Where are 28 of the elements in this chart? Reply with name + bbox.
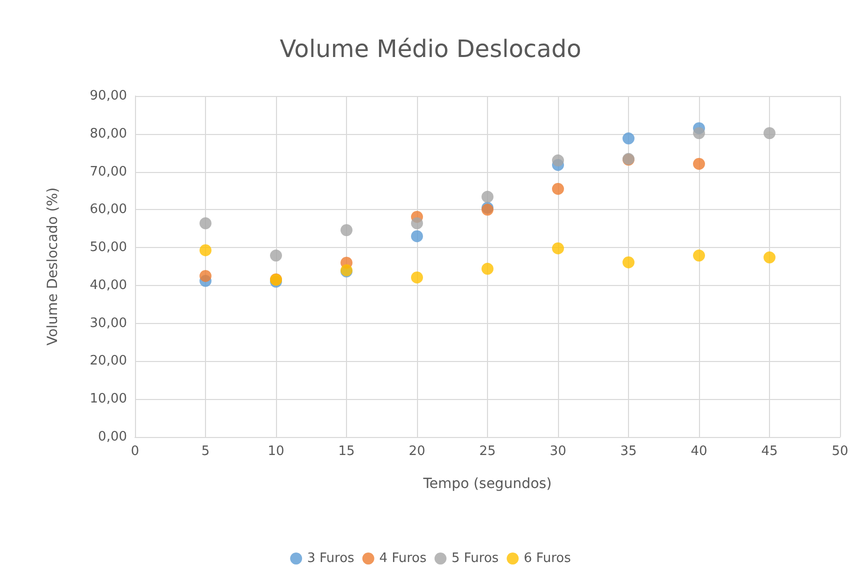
y-tick-label: 10,00 [90,392,127,407]
x-tick-label: 30 [550,444,566,459]
y-tick-label: 90,00 [90,88,127,104]
x-tick-label: 45 [761,444,778,459]
y-tick-label: 60,00 [90,202,127,218]
legend-label: 4 Furos [379,551,427,566]
x-tick-label: 20 [408,444,426,459]
x-tick-label: 5 [201,444,210,459]
x-tick-label: 25 [479,444,496,459]
x-axis-title: Tempo (segundos) [422,476,552,492]
y-tick-label: 80,00 [90,126,127,142]
x-tick-label: 50 [832,444,848,459]
y-tick-label: 40,00 [90,278,127,293]
y-axis-title: Volume Deslocado (%) [45,187,61,346]
y-tick-label: 70,00 [90,164,127,180]
y-tick-label: 20,00 [90,354,127,369]
legend-label: 6 Furos [524,551,572,566]
legend-label: 5 Furos [452,551,499,566]
x-tick-label: 40 [690,444,708,459]
x-tick-label: 0 [130,444,140,459]
y-tick-label: 0,00 [98,430,127,444]
x-tick-label: 15 [338,444,355,459]
x-tick-label: 35 [620,444,637,459]
y-tick-label: 30,00 [90,316,127,331]
legend-label: 3 Furos [307,551,355,566]
y-tick-label: 50,00 [90,240,127,256]
chart-title: Volume Médio Deslocado [280,35,582,63]
x-tick-label: 10 [268,444,284,459]
